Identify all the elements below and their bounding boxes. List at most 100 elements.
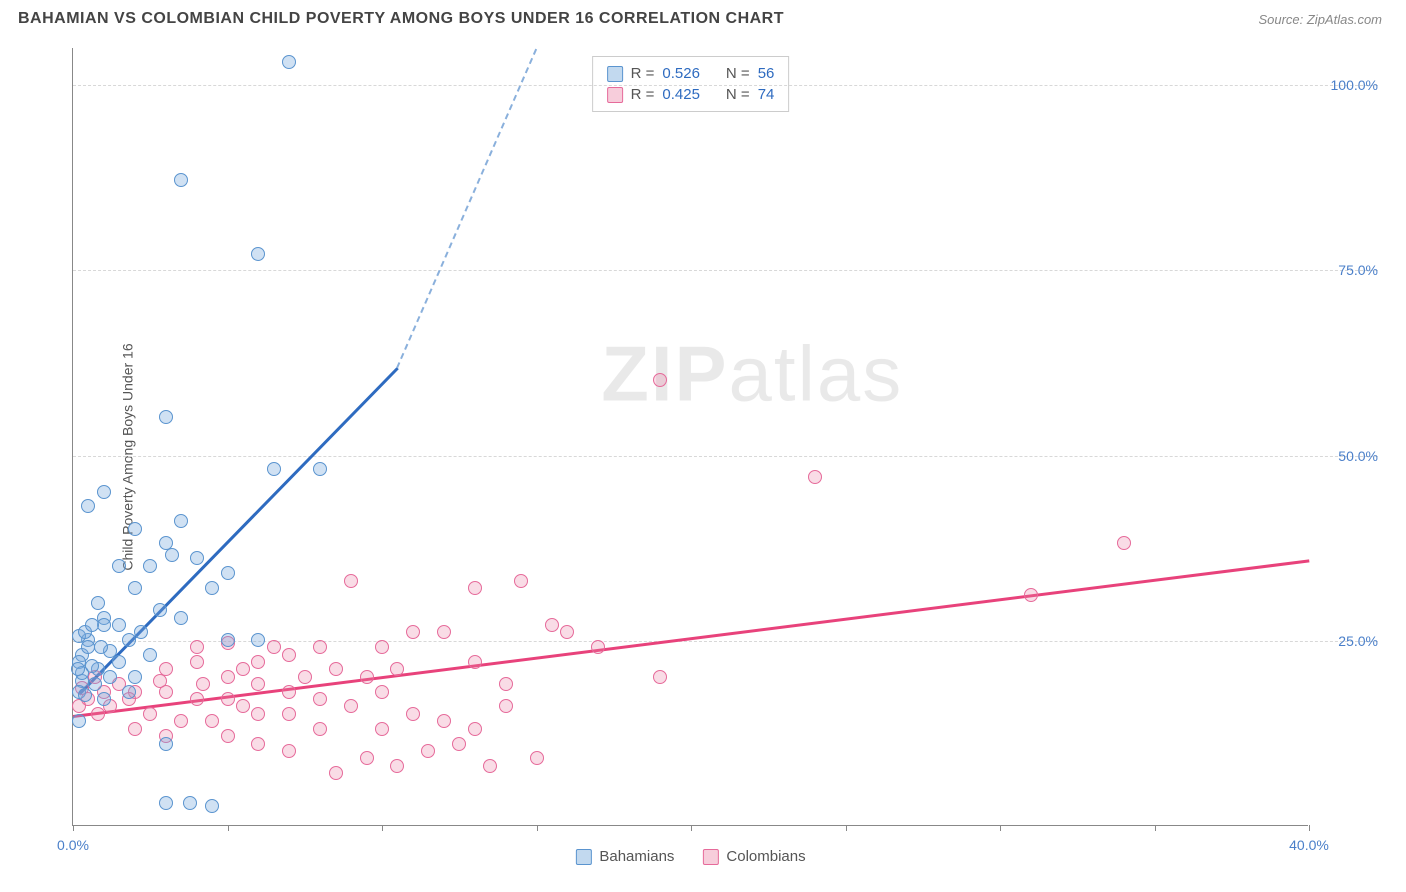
data-point xyxy=(298,670,312,684)
chart-header: BAHAMIAN VS COLOMBIAN CHILD POVERTY AMON… xyxy=(0,0,1406,34)
data-point xyxy=(128,722,142,736)
data-point xyxy=(406,625,420,639)
data-point xyxy=(143,648,157,662)
data-point xyxy=(375,640,389,654)
data-point xyxy=(143,707,157,721)
scatter-plot: ZIPatlas R =0.526N =56R =0.425N =74 Baha… xyxy=(72,48,1308,826)
data-point xyxy=(406,707,420,721)
data-point xyxy=(159,410,173,424)
data-point xyxy=(437,714,451,728)
data-point xyxy=(282,55,296,69)
chart-title: BAHAMIAN VS COLOMBIAN CHILD POVERTY AMON… xyxy=(18,10,784,28)
data-point xyxy=(183,796,197,810)
gridline xyxy=(73,456,1378,457)
x-tick xyxy=(228,825,229,831)
data-point xyxy=(313,462,327,476)
data-point xyxy=(390,759,404,773)
x-tick xyxy=(691,825,692,831)
gridline xyxy=(73,85,1378,86)
data-point xyxy=(421,744,435,758)
data-point xyxy=(190,640,204,654)
data-point xyxy=(134,625,148,639)
data-point xyxy=(221,729,235,743)
x-tick-label: 40.0% xyxy=(1289,837,1329,853)
data-point xyxy=(205,799,219,813)
x-tick xyxy=(382,825,383,831)
data-point xyxy=(251,677,265,691)
data-point xyxy=(499,677,513,691)
data-point xyxy=(560,625,574,639)
data-point xyxy=(375,685,389,699)
data-point xyxy=(313,692,327,706)
data-point xyxy=(329,766,343,780)
data-point xyxy=(653,670,667,684)
x-tick xyxy=(1000,825,1001,831)
legend-label: Bahamians xyxy=(599,848,674,865)
data-point xyxy=(251,633,265,647)
data-point xyxy=(190,551,204,565)
chart-source: Source: ZipAtlas.com xyxy=(1258,12,1382,27)
n-label: N = xyxy=(726,65,750,82)
x-tick xyxy=(537,825,538,831)
legend-item: Colombians xyxy=(702,848,805,865)
data-point xyxy=(360,751,374,765)
data-point xyxy=(468,655,482,669)
y-tick-label: 50.0% xyxy=(1318,448,1378,464)
data-point xyxy=(97,692,111,706)
data-point xyxy=(221,566,235,580)
data-point xyxy=(591,640,605,654)
data-point xyxy=(122,685,136,699)
data-point xyxy=(251,247,265,261)
data-point xyxy=(282,648,296,662)
data-point xyxy=(483,759,497,773)
data-point xyxy=(808,470,822,484)
n-value: 56 xyxy=(758,65,775,82)
data-point xyxy=(190,692,204,706)
data-point xyxy=(103,670,117,684)
data-point xyxy=(251,737,265,751)
data-point xyxy=(375,722,389,736)
data-point xyxy=(94,640,108,654)
n-label: N = xyxy=(726,86,750,103)
watermark: ZIPatlas xyxy=(601,329,903,420)
data-point xyxy=(174,714,188,728)
data-point xyxy=(313,640,327,654)
data-point xyxy=(97,485,111,499)
data-point xyxy=(313,722,327,736)
data-point xyxy=(128,522,142,536)
data-point xyxy=(205,581,219,595)
data-point xyxy=(159,796,173,810)
correlation-legend: R =0.526N =56R =0.425N =74 xyxy=(592,56,790,112)
data-point xyxy=(97,618,111,632)
data-point xyxy=(153,603,167,617)
data-point xyxy=(112,618,126,632)
data-point xyxy=(545,618,559,632)
data-point xyxy=(653,373,667,387)
y-tick-label: 75.0% xyxy=(1318,262,1378,278)
legend-label: Colombians xyxy=(726,848,805,865)
data-point xyxy=(159,737,173,751)
y-tick-label: 100.0% xyxy=(1318,77,1378,93)
data-point xyxy=(78,688,92,702)
data-point xyxy=(329,662,343,676)
series-legend: Bahamians Colombians xyxy=(575,848,805,865)
data-point xyxy=(190,655,204,669)
data-point xyxy=(251,707,265,721)
data-point xyxy=(530,751,544,765)
data-point xyxy=(112,559,126,573)
x-tick xyxy=(73,825,74,831)
data-point xyxy=(236,699,250,713)
data-point xyxy=(71,662,85,676)
r-label: R = xyxy=(631,86,655,103)
x-tick xyxy=(1155,825,1156,831)
data-point xyxy=(1024,588,1038,602)
r-value: 0.526 xyxy=(662,65,700,82)
legend-item: Bahamians xyxy=(575,848,674,865)
x-tick xyxy=(846,825,847,831)
y-tick-label: 25.0% xyxy=(1318,633,1378,649)
legend-swatch xyxy=(607,66,623,82)
data-point xyxy=(282,707,296,721)
data-point xyxy=(251,655,265,669)
data-point xyxy=(72,714,86,728)
data-point xyxy=(128,581,142,595)
